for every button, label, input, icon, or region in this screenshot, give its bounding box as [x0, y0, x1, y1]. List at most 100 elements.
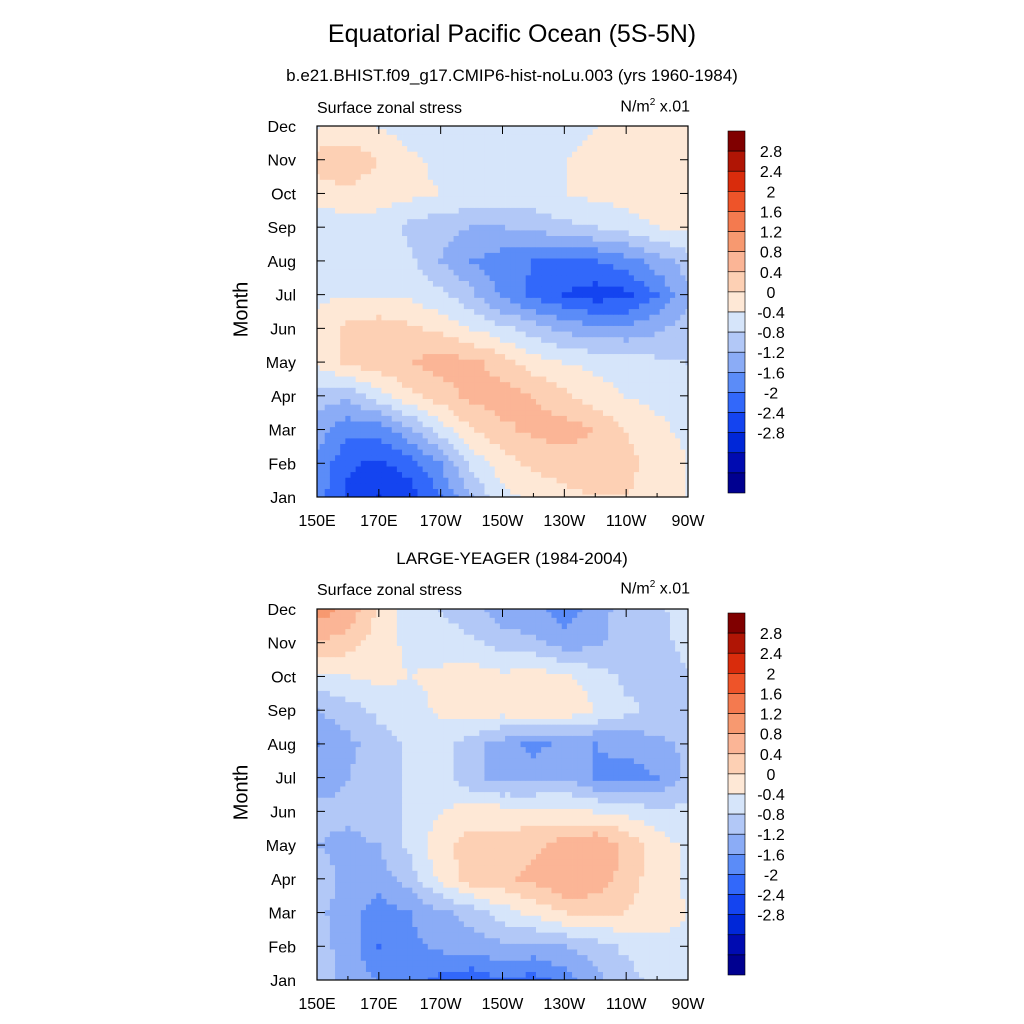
contour-cell [633, 190, 640, 197]
contour-cell [628, 482, 635, 489]
contour-cell [453, 353, 460, 360]
contour-cell [494, 280, 501, 287]
contour-cell [350, 263, 357, 270]
contour-cell [448, 241, 454, 248]
contour-cell [412, 280, 418, 287]
contour-cell [443, 258, 449, 265]
contour-cell [675, 454, 681, 461]
contour-cell [402, 274, 408, 281]
contour-cell [479, 409, 485, 416]
contour-cell [572, 398, 578, 405]
contour-cell [664, 190, 671, 197]
contour-cell [407, 488, 413, 495]
contour-cell [649, 235, 655, 242]
contour-cell [438, 409, 444, 416]
contour-cell [561, 168, 568, 175]
contour-cell [649, 376, 655, 383]
contour-cell [659, 213, 666, 220]
contour-cell [510, 173, 516, 180]
contour-cell [329, 415, 336, 422]
contour-cell [525, 466, 532, 473]
contour-cell [329, 201, 336, 208]
contour-cell [458, 235, 465, 242]
contour-cell [639, 274, 645, 281]
contour-cell [675, 213, 681, 220]
contour-cell [453, 477, 460, 484]
contour-cell [474, 314, 480, 321]
contour-cell [458, 185, 465, 192]
contour-cell [535, 387, 542, 394]
contour-cell [453, 224, 460, 231]
contour-cell [329, 353, 336, 360]
contour-cell [669, 421, 676, 428]
contour-cell [597, 488, 604, 495]
contour-cell [329, 409, 336, 416]
contour-cell [494, 140, 501, 147]
contour-cell [608, 263, 614, 270]
contour-cell [623, 151, 630, 158]
contour-cell [644, 179, 650, 186]
contour-cell [422, 482, 429, 489]
contour-cell [530, 140, 537, 147]
contour-cell [551, 314, 558, 321]
contour-cell [510, 224, 516, 231]
contour-cell [654, 229, 661, 237]
contour-cell [633, 381, 640, 388]
contour-cell [317, 398, 320, 405]
contour-cell [685, 151, 689, 158]
contour-cell [499, 348, 506, 355]
contour-cell [525, 286, 532, 293]
contour-cell [535, 443, 542, 450]
contour-cell [365, 291, 372, 298]
contour-cell [525, 196, 532, 203]
contour-cell [474, 140, 480, 147]
contour-cell [340, 437, 346, 444]
contour-cell [628, 185, 635, 192]
contour-cell [365, 196, 372, 203]
contour-cell [582, 140, 588, 147]
contour-cell [669, 308, 676, 315]
contour-cell [412, 398, 418, 405]
contour-cell [484, 126, 491, 130]
contour-cell [329, 466, 336, 473]
contour-cell [463, 454, 470, 461]
contour-cell [525, 134, 532, 141]
contour-cell [577, 426, 583, 433]
contour-cell [535, 398, 542, 405]
contour-cell [412, 291, 418, 298]
contour-cell [520, 449, 527, 456]
contour-cell [664, 454, 671, 461]
contour-cell [541, 263, 547, 270]
contour-cell [324, 426, 331, 433]
contour-cell [484, 454, 491, 461]
contour-cell [551, 359, 558, 366]
contour-cell [669, 466, 676, 473]
contour-cell [489, 370, 496, 377]
contour-cell [381, 415, 387, 422]
contour-cell [422, 173, 429, 180]
contour-cell [396, 393, 403, 400]
contour-cell [664, 235, 671, 242]
contour-cell [525, 201, 532, 208]
contour-cell [510, 353, 516, 360]
contour-cell [654, 404, 661, 411]
contour-cell [592, 168, 599, 175]
contour-cell [541, 454, 547, 461]
contour-cell [317, 168, 320, 175]
contour-cell [628, 460, 635, 467]
contour-cell [664, 449, 671, 456]
contour-cell [639, 156, 645, 163]
contour-cell [469, 482, 475, 489]
contour-cell [669, 185, 676, 192]
contour-cell [639, 421, 645, 428]
contour-cell [494, 156, 501, 163]
contour-cell [649, 325, 655, 332]
contour-cell [335, 460, 341, 467]
contour-cell [510, 319, 516, 326]
contour-cell [479, 162, 485, 169]
contour-cell [582, 280, 588, 287]
contour-cell [566, 201, 573, 208]
contour-cell [597, 370, 604, 377]
contour-cell [608, 291, 614, 298]
contour-cell [386, 432, 393, 439]
